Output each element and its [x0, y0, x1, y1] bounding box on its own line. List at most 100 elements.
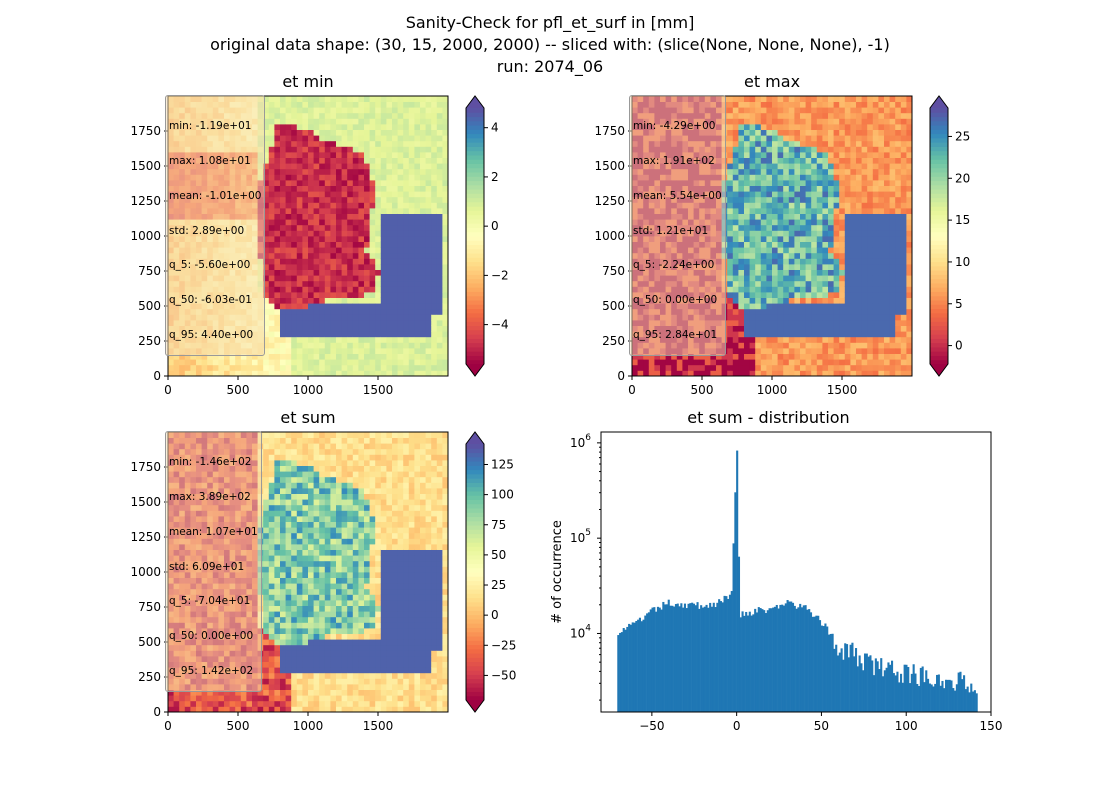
heatmap-cell	[369, 359, 376, 366]
heatmap-cell	[336, 325, 342, 332]
heatmap-cell	[352, 208, 359, 214]
heatmap-cell	[347, 219, 354, 226]
heatmap-cell	[291, 342, 298, 349]
heatmap-cell	[280, 292, 286, 298]
heatmap-cell	[755, 314, 762, 321]
heatmap-cell	[252, 353, 258, 360]
heatmap-cell	[308, 303, 314, 310]
heatmap-cell	[839, 191, 846, 198]
heatmap-cell	[431, 219, 438, 226]
heatmap-cell	[386, 292, 393, 298]
heatmap-cell	[828, 370, 834, 377]
heatmap-cell	[274, 152, 281, 158]
heatmap-cell	[431, 191, 438, 198]
heatmap-cell	[414, 185, 421, 192]
heatmap-cell	[386, 258, 393, 265]
heatmap-cell	[397, 303, 404, 310]
heatmap-cell	[386, 168, 393, 175]
heatmap-cell	[850, 224, 857, 231]
heatmap-cell	[364, 280, 370, 287]
heatmap-cell	[800, 213, 806, 220]
heatmap-cell	[867, 247, 874, 254]
heatmap-cell	[844, 336, 851, 343]
heatmap-cell	[358, 180, 365, 186]
heatmap-cell	[425, 191, 432, 198]
heatmap-cell	[872, 370, 879, 377]
heatmap-cell	[772, 308, 778, 315]
heatmap-cell	[889, 101, 896, 108]
heatmap-cell	[285, 174, 292, 181]
heatmap-cell	[794, 314, 801, 321]
heatmap-cell	[861, 320, 868, 326]
heatmap-cell	[386, 364, 393, 371]
heatmap-cell	[302, 208, 309, 214]
heatmap-cell	[766, 342, 773, 349]
heatmap-cell	[760, 118, 767, 125]
heatmap-cell	[760, 174, 767, 181]
heatmap-cell	[324, 224, 331, 231]
heatmap-cell	[235, 353, 242, 360]
heatmap-cell	[386, 336, 393, 343]
heatmap-cell	[766, 359, 773, 366]
heatmap-cell	[800, 320, 806, 326]
heatmap-cell	[861, 96, 868, 102]
heatmap-cell	[386, 247, 393, 254]
heatmap-cell	[336, 174, 342, 181]
heatmap-cell	[850, 353, 857, 360]
heatmap-cell	[861, 112, 868, 119]
heatmap-cell	[732, 107, 739, 114]
heatmap-cell	[330, 292, 337, 298]
heatmap-cell	[263, 342, 270, 349]
heatmap-cell	[878, 280, 885, 287]
heatmap-cell	[403, 124, 410, 130]
heatmap-cell	[263, 236, 270, 242]
heatmap-cell	[324, 348, 331, 354]
heatmap-cell	[766, 140, 773, 147]
heatmap-cell	[856, 314, 862, 321]
heatmap-cell	[386, 331, 393, 338]
heatmap-cell	[319, 168, 326, 175]
heatmap-cell	[386, 252, 393, 259]
heatmap-cell	[263, 264, 270, 270]
heatmap-cell	[386, 297, 393, 304]
heatmap-cell	[844, 112, 851, 119]
heatmap-cell	[392, 303, 398, 310]
heatmap-cell	[397, 269, 404, 276]
heatmap-cell	[844, 314, 851, 321]
heatmap-cell	[766, 275, 773, 282]
colorbar-segment	[466, 236, 484, 241]
heatmap-cell	[805, 308, 812, 315]
heatmap-cell	[408, 96, 415, 102]
heatmap-cell	[816, 135, 823, 142]
heatmap-cell	[313, 252, 320, 259]
heatmap-cell	[420, 163, 426, 170]
heatmap-cell	[744, 348, 750, 354]
heatmap-cell	[760, 258, 767, 265]
heatmap-cell	[313, 241, 320, 248]
heatmap-cell	[352, 157, 359, 164]
heatmap-cell	[425, 280, 432, 287]
heatmap-cell	[386, 230, 393, 237]
heatmap-cell	[861, 124, 868, 130]
heatmap-cell	[403, 168, 410, 175]
heatmap-cell	[760, 112, 767, 119]
heatmap-cell	[330, 174, 337, 181]
heatmap-cell	[872, 364, 879, 371]
heatmap-cell	[744, 308, 750, 315]
heatmap-cell	[732, 146, 739, 153]
heatmap-cell	[861, 325, 868, 332]
heatmap-cell	[856, 258, 862, 265]
heatmap-cell	[800, 112, 806, 119]
heatmap-cell	[190, 370, 197, 377]
heatmap-cell	[772, 208, 778, 214]
heatmap-cell	[352, 191, 359, 198]
heatmap-cell	[184, 364, 191, 371]
heatmap-cell	[302, 314, 309, 321]
heatmap-cell	[800, 180, 806, 186]
heatmap-cell	[347, 280, 354, 287]
heatmap-cell	[861, 107, 868, 114]
heatmap-cell	[375, 219, 382, 226]
heatmap-cell	[408, 331, 415, 338]
heatmap-cell	[889, 135, 896, 142]
heatmap-cell	[878, 146, 885, 153]
